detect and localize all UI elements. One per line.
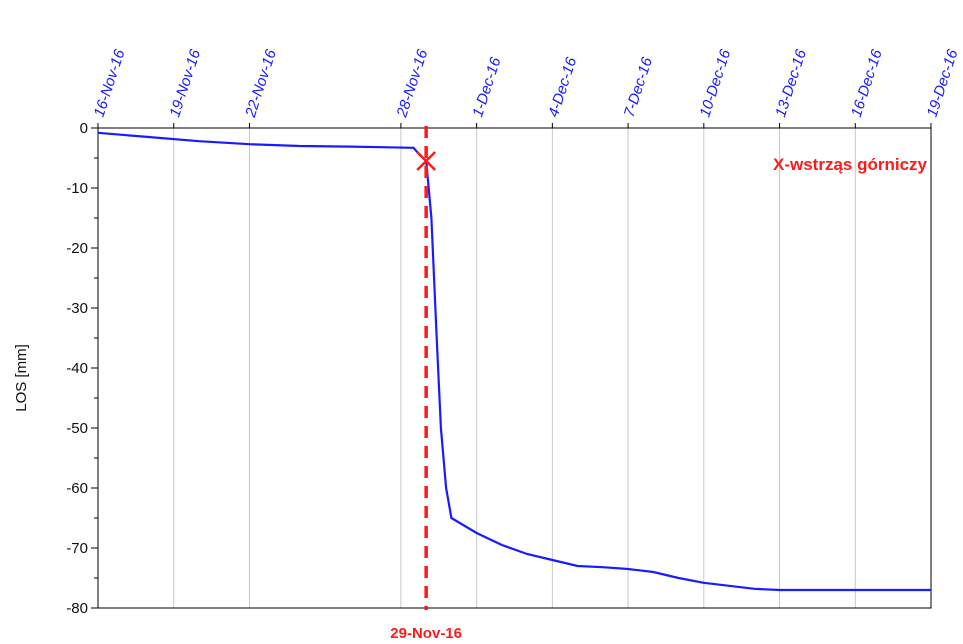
plot-frame [97,127,932,609]
y-tick-label: -60 [66,480,88,497]
event-date-label: 29-Nov-16 [390,625,462,642]
x-tick-label: 19-Dec-16 [924,47,962,119]
y-axis-label: LOS [mm] [13,344,30,412]
x-tick-label: 4-Dec-16 [545,55,580,120]
y-tick-label: 0 [80,120,88,137]
grid-lines [173,128,856,608]
x-tick-label: 7-Dec-16 [621,55,656,120]
series-line [97,131,931,592]
y-tick-label: -20 [66,240,88,257]
event-marker [416,151,437,171]
x-tick-label: 22-Nov-16 [242,47,280,120]
x-tick-label: 19-Nov-16 [166,47,204,119]
y-tick-label: -80 [66,600,88,617]
event-marker-stroke [416,151,437,171]
x-tick-label: 28-Nov-16 [393,47,431,120]
y-tick-label: -40 [66,360,88,377]
x-tick-label: 13-Dec-16 [772,47,810,119]
y-axis: 0 -10 -20 -30 -40 -50 -60 -70 -80 [66,120,98,617]
y-tick-label: -30 [66,300,88,317]
y-tick-label: -70 [66,540,88,557]
x-tick-label: 1-Dec-16 [469,55,504,120]
x-axis: 16-Nov-16 19-Nov-16 22-Nov-16 28-Nov-16 1-De… [91,47,962,128]
x-tick-label: 16-Dec-16 [848,47,886,119]
y-tick-label: -10 [66,180,88,197]
y-tick-label: -50 [66,420,88,437]
x-tick-label: 10-Dec-16 [696,47,734,119]
x-tick-label: 16-Nov-16 [91,47,129,119]
event-annotation: X-wstrząs górniczy [773,155,928,174]
